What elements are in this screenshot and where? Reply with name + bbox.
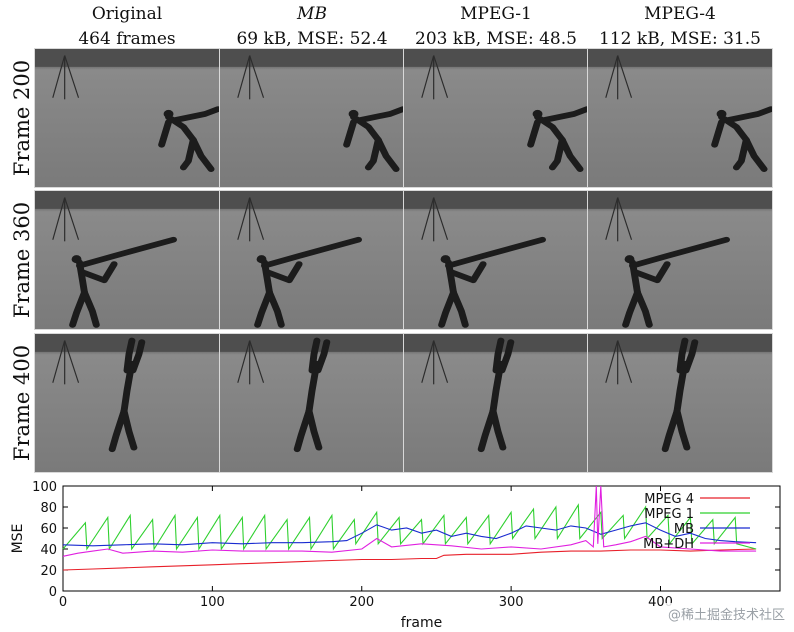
frame-image <box>404 49 588 187</box>
person-silhouette <box>711 106 772 172</box>
person-silhouette <box>108 337 146 453</box>
watermark: @稀土掘金技术社区 <box>664 603 788 624</box>
x-tick-label: 300 <box>499 595 524 610</box>
series-line-1 <box>62 503 757 551</box>
y-tick-label: 80 <box>40 501 57 516</box>
column-subtitle: 69 kB, MSE: 52.4 <box>236 29 388 49</box>
person-silhouette <box>622 236 730 328</box>
row-label-text: Frame 200 <box>10 59 34 177</box>
y-tick-label: 60 <box>40 522 57 537</box>
frame-image <box>588 334 772 472</box>
person-silhouette <box>661 337 699 453</box>
frame-image <box>220 334 404 472</box>
frame-image <box>404 191 588 329</box>
video-frame <box>219 190 405 330</box>
frame-image <box>35 334 219 472</box>
legend-label: MB <box>674 522 694 537</box>
frame-image <box>220 49 404 187</box>
video-frame <box>403 333 589 473</box>
legend-label: MPEG 1 <box>644 507 694 522</box>
video-frame <box>219 48 405 188</box>
video-frame <box>34 333 220 473</box>
x-tick-label: 100 <box>200 595 225 610</box>
legend-label: MPEG 4 <box>644 492 694 507</box>
row-label-text: Frame 360 <box>10 201 34 319</box>
column-title: Original <box>91 4 163 24</box>
y-tick-label: 100 <box>32 480 57 495</box>
row-label-text: Frame 400 <box>10 344 34 462</box>
video-frame <box>34 48 220 188</box>
column-header-3: MPEG-4 112 kB, MSE: 31.5 <box>587 2 773 52</box>
y-axis-label: MSE <box>10 524 26 554</box>
frame-image <box>35 49 219 187</box>
person-silhouette <box>343 106 404 172</box>
column-header-0: Original 464 frames <box>34 2 220 52</box>
series-line-0 <box>62 548 757 571</box>
person-silhouette <box>254 236 362 328</box>
column-subtitle: 112 kB, MSE: 31.5 <box>599 29 761 49</box>
column-subtitle: 203 kB, MSE: 48.5 <box>415 29 577 49</box>
y-tick-label: 0 <box>49 585 57 600</box>
person-silhouette <box>527 106 588 172</box>
video-frame <box>587 190 773 330</box>
x-tick-label: 200 <box>349 595 374 610</box>
frame-image <box>588 191 772 329</box>
y-tick-label: 40 <box>40 543 57 558</box>
column-header-2: MPEG-1 203 kB, MSE: 48.5 <box>403 2 589 52</box>
video-frame <box>403 48 589 188</box>
video-frame <box>403 190 589 330</box>
frame-image <box>404 334 588 472</box>
legend-label: MB+DH <box>643 537 694 552</box>
series-line-3 <box>62 485 757 557</box>
x-tick-label: 0 <box>59 595 67 610</box>
video-frame <box>219 333 405 473</box>
column-subtitle: 464 frames <box>78 29 176 49</box>
y-tick-label: 20 <box>40 564 57 579</box>
column-title: MPEG-1 <box>460 4 532 24</box>
frame-image <box>588 49 772 187</box>
frame-image <box>220 191 404 329</box>
person-silhouette <box>158 106 219 172</box>
x-axis-label: frame <box>401 615 443 631</box>
video-frame <box>587 48 773 188</box>
frame-image <box>35 191 219 329</box>
person-silhouette <box>69 236 177 328</box>
person-silhouette <box>438 236 546 328</box>
column-title: MB <box>297 4 327 24</box>
person-silhouette <box>293 337 331 453</box>
plot-frame <box>62 485 781 592</box>
person-silhouette <box>477 337 515 453</box>
series-line-2 <box>62 522 757 547</box>
column-header-1: MB 69 kB, MSE: 52.4 <box>219 2 405 52</box>
video-frame <box>34 190 220 330</box>
column-title: MPEG-4 <box>644 4 716 24</box>
video-frame <box>587 333 773 473</box>
